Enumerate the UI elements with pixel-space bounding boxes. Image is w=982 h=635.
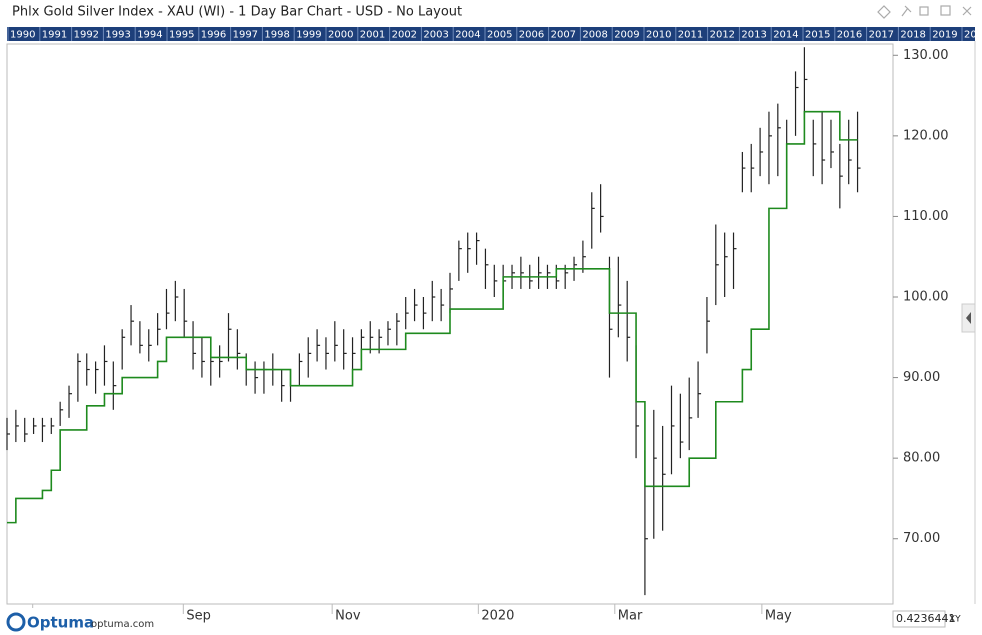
year-label: 2008 — [582, 30, 607, 41]
year-label: 2009 — [614, 30, 639, 41]
year-label: 2019 — [932, 30, 957, 41]
timeline-strip[interactable] — [7, 27, 975, 41]
year-label: 2003 — [423, 30, 448, 41]
year-label: 2006 — [519, 30, 544, 41]
y-tick-label: 100.00 — [903, 290, 949, 305]
chart-title: Phlx Gold Silver Index - XAU (WI) - 1 Da… — [12, 5, 462, 20]
side-arrow[interactable] — [966, 312, 971, 324]
x-tick-label: Mar — [618, 609, 643, 624]
year-label: 1996 — [201, 30, 226, 41]
year-label: 1992 — [74, 30, 99, 41]
year-label: 2017 — [869, 30, 894, 41]
window-controls[interactable] — [877, 5, 972, 19]
mode[interactable]: XY — [949, 615, 961, 625]
year-label: 2014 — [773, 30, 798, 41]
year-label: 1994 — [137, 30, 162, 41]
year-label: 2005 — [487, 30, 512, 41]
y-tick-label: 70.00 — [903, 531, 940, 546]
year-label: 1999 — [296, 30, 321, 41]
max-icon[interactable] — [919, 6, 929, 16]
year-label: 2018 — [900, 30, 925, 41]
close-icon[interactable] — [962, 6, 972, 16]
year-label: 2007 — [551, 30, 576, 41]
restore-icon[interactable] — [940, 5, 951, 16]
year-label: 1991 — [42, 30, 67, 41]
cursor-value: 0.4236441 — [896, 612, 956, 625]
year-label: 2002 — [392, 30, 417, 41]
x-tick-label: Nov — [335, 609, 361, 624]
year-label: 2012 — [710, 30, 735, 41]
year-label: 2013 — [741, 30, 766, 41]
y-tick-label: 130.00 — [903, 48, 949, 63]
cursor-box[interactable] — [892, 610, 946, 628]
year-label: 2000 — [328, 30, 353, 41]
year-label: 2010 — [646, 30, 671, 41]
year-label: 1990 — [10, 30, 35, 41]
year-label: 1998 — [264, 30, 289, 41]
y-tick-label: 80.00 — [903, 451, 940, 466]
pin-icon[interactable] — [901, 5, 912, 17]
year-label: 2016 — [837, 30, 862, 41]
x-tick-label: Sep — [186, 609, 211, 624]
site: optuma.com — [91, 619, 154, 630]
year-label: 2004 — [455, 30, 480, 41]
x-tick-label: 2020 — [481, 609, 514, 624]
year-label: 1993 — [105, 30, 130, 41]
x-tick-label: May — [765, 609, 792, 624]
plot-frame — [6, 43, 894, 605]
year-label: 2020 — [964, 30, 982, 41]
brand: Optuma — [27, 614, 94, 632]
year-label: 1997 — [233, 30, 258, 41]
year-label: 2001 — [360, 30, 385, 41]
y-tick-label: 110.00 — [903, 209, 949, 224]
logo-mark — [6, 612, 26, 632]
year-label: 2011 — [678, 30, 703, 41]
year-label: 2015 — [805, 30, 830, 41]
year-label: 1995 — [169, 30, 194, 41]
y-tick-label: 90.00 — [903, 370, 940, 385]
diamond-icon[interactable] — [877, 5, 891, 19]
y-tick-label: 120.00 — [903, 128, 949, 143]
step-line — [7, 110, 858, 524]
